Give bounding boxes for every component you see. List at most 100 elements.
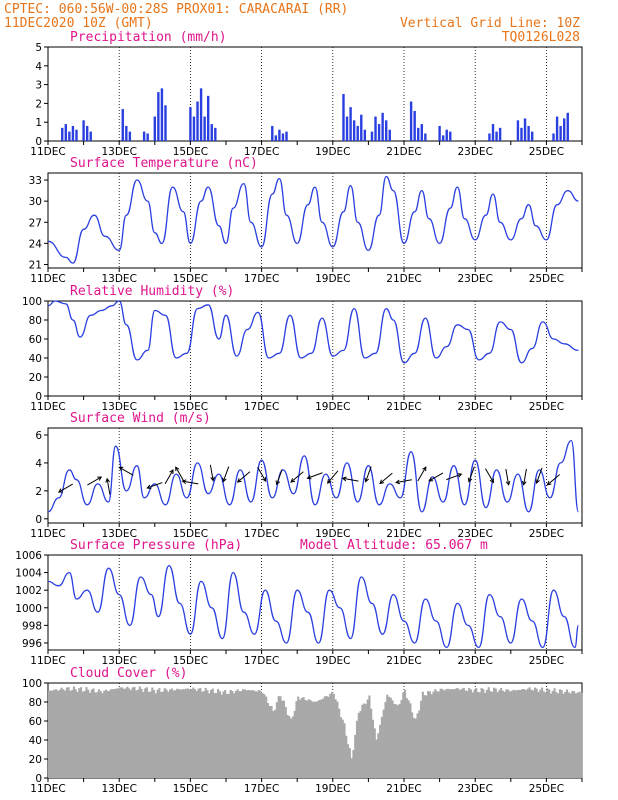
humidity-xtick-label: 17DEC	[244, 401, 279, 413]
precip-bar	[498, 127, 502, 141]
cloud-bar	[185, 688, 188, 778]
pressure-xtick-label: 13DEC	[101, 655, 136, 667]
temp-xtick-label: 15DEC	[173, 273, 208, 285]
temp-xtick-label: 17DEC	[244, 273, 279, 285]
precip-bar	[377, 124, 381, 141]
precip-bar	[203, 116, 206, 141]
header-date: 11DEC2020 10Z (GMT)	[4, 16, 153, 31]
cloud-bar	[284, 707, 287, 778]
cloud-bar	[439, 688, 442, 778]
pressure-xtick-label: 23DEC	[457, 655, 492, 667]
cloud-bar	[489, 691, 492, 778]
wind-arrow	[146, 482, 163, 490]
cloud-bar	[71, 689, 74, 778]
humidity-xtick-label: 25DEC	[529, 401, 564, 413]
precip-ytick-label: 1	[35, 117, 42, 129]
wind-arrow	[105, 477, 111, 495]
precip-xtick-label: 13DEC	[101, 146, 136, 158]
cloud-bar	[468, 688, 471, 778]
precip-bar	[417, 127, 420, 141]
pressure-ytick-label: 996	[22, 638, 42, 650]
wind-arrow-head	[236, 478, 242, 483]
cloud-bar	[227, 693, 230, 778]
cloud-bar	[354, 734, 357, 778]
wind-arrow-shaft	[523, 468, 527, 485]
cloud-bar	[117, 688, 120, 778]
cloud-bar	[240, 691, 243, 778]
precip-bar	[121, 109, 124, 141]
precip-bar	[160, 88, 164, 141]
cloud-bar	[270, 705, 273, 778]
cloud-bar	[224, 689, 227, 778]
cloud-bar	[190, 689, 193, 778]
precip-bar	[207, 95, 210, 141]
cloud-bar	[411, 712, 414, 778]
wind-arrow	[290, 471, 304, 483]
cloud-bar	[249, 690, 252, 778]
wind-xtick-label: 13DEC	[101, 528, 136, 540]
cloud-bar	[526, 688, 529, 778]
wind-arrow-head	[535, 478, 540, 484]
wind-arrow-head	[210, 476, 215, 482]
cloud-bar	[293, 710, 296, 778]
cloud-bar	[110, 689, 113, 778]
cloud-bar	[553, 688, 556, 778]
wind-xtick-label: 19DEC	[315, 528, 350, 540]
wind-arrow-head	[395, 479, 401, 485]
precip-bar	[285, 131, 288, 141]
cloud-bar	[243, 689, 246, 778]
wind-arrow-head	[146, 484, 152, 490]
humidity-xtick-label: 21DEC	[386, 401, 421, 413]
cloud-bar	[371, 719, 375, 778]
pressure-altitude-note: Model Altitude: 65.067 m	[300, 538, 488, 553]
cloud-bar	[334, 699, 337, 778]
cloud-bar	[482, 689, 485, 778]
precip-bar	[85, 125, 89, 141]
cloud-bar	[338, 708, 341, 778]
precip-bar	[495, 131, 498, 141]
wind-xtick-label: 17DEC	[244, 528, 279, 540]
precip-bar	[352, 120, 356, 141]
cloud-bar	[94, 692, 97, 778]
cloud-bar	[151, 687, 154, 778]
precip-bar	[281, 133, 285, 141]
wind-arrow	[364, 466, 372, 483]
cloud-bar	[195, 690, 198, 778]
cloud-bar	[405, 698, 408, 778]
cloud-bar	[247, 690, 250, 778]
wind-arrow	[467, 466, 475, 483]
precip-bar	[381, 112, 384, 141]
cloud-xtick-label: 23DEC	[457, 783, 492, 795]
wind-arrow-head	[261, 477, 267, 482]
wind-arrow-head	[290, 478, 296, 483]
precip-bar	[64, 124, 67, 141]
cloud-bar	[69, 690, 72, 778]
wind-arrow-head	[169, 469, 174, 474]
precip-bar	[363, 129, 367, 141]
cloud-bar	[145, 687, 148, 778]
pressure-xtick-label: 25DEC	[529, 655, 564, 667]
cloud-bar	[336, 701, 339, 778]
cloud-bar	[485, 689, 488, 778]
pressure-xtick-label: 15DEC	[173, 655, 208, 667]
cloud-bar	[493, 687, 496, 778]
cloud-bar	[58, 689, 61, 778]
cloud-bar	[366, 699, 369, 778]
wind-arrow-head	[275, 480, 280, 486]
precip-bar	[520, 127, 523, 141]
wind-xtick-label: 11DEC	[30, 528, 65, 540]
pressure-xtick-label: 11DEC	[30, 655, 65, 667]
precip-bar	[356, 125, 359, 141]
wind-arrow-shaft	[257, 466, 267, 482]
cloud-bar	[389, 697, 392, 778]
cloud-bar	[578, 691, 581, 778]
precip-bar	[157, 92, 160, 141]
cloud-bar	[421, 691, 424, 778]
cloud-bar	[236, 689, 239, 778]
cloud-bar	[459, 690, 462, 778]
cloud-bar	[274, 709, 277, 778]
cloud-bar	[576, 692, 579, 778]
cloud-bar	[521, 688, 524, 778]
cloud-bar	[457, 688, 460, 778]
